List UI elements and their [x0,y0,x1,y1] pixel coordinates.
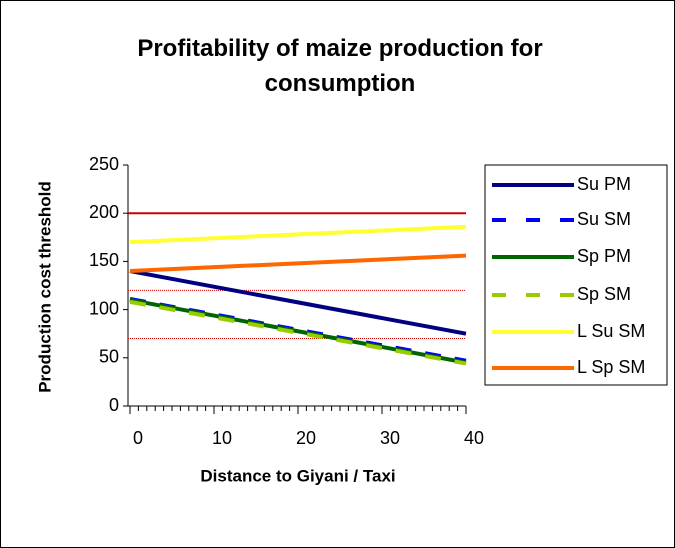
x-axis-label: Distance to Giyani / Taxi [200,466,395,485]
y-axis-label: Production cost threshold [35,181,54,393]
legend-label: Sp PM [577,246,631,266]
series-line [129,253,467,274]
x-tick-label: 10 [212,428,232,448]
legend-label: Sp SM [577,284,631,304]
x-tick-label: 40 [464,428,484,448]
legend-label: Su SM [577,209,631,229]
y-tick-label: 250 [89,154,119,174]
y-tick-label: 100 [89,298,119,318]
legend-label: Su PM [577,174,631,194]
y-tick-label: 50 [99,347,119,367]
legend-label: L Sp SM [577,357,645,377]
series-line [129,269,467,336]
y-tick-label: 0 [109,395,119,415]
y-tick-label: 200 [89,202,119,222]
legend-box [484,164,668,386]
x-tick-label: 30 [380,428,400,448]
series-line [129,224,467,245]
series-line [129,299,467,366]
y-tick-label: 150 [89,250,119,270]
x-tick-label: 0 [133,428,143,448]
legend-label: L Su SM [577,321,645,341]
x-tick-label: 20 [296,428,316,448]
chart-title: Profitability of maize production for con… [137,35,542,97]
